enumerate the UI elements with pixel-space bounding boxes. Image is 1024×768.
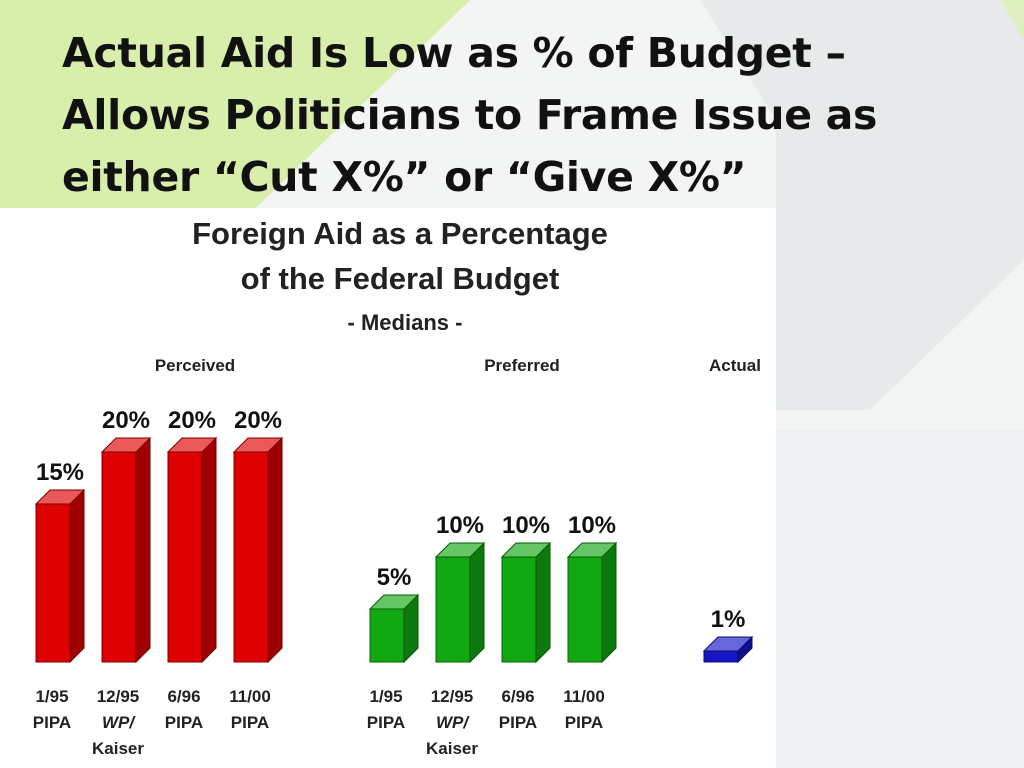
bar-category-label: PIPA: [165, 713, 203, 732]
chart-subtitle: - Medians -: [348, 310, 463, 335]
bar: 10% 6/96 PIPA: [499, 512, 550, 732]
bar-category-label: 11/00: [229, 687, 271, 706]
chart-title-line: Foreign Aid as a Percentage: [192, 216, 608, 251]
bar-group-actual: Actual 1%: [704, 356, 761, 662]
bar-category-label: 6/96: [167, 687, 200, 706]
bar-category-label: 1/95: [369, 687, 402, 706]
chart-groups: Perceived15%1/95PIPA20%12/95WP/Kaiser20%…: [33, 356, 761, 758]
bar-group-perceived: Perceived15%1/95PIPA20%12/95WP/Kaiser20%…: [33, 356, 282, 758]
bar-category-label: 6/96: [501, 687, 534, 706]
bar-front: [102, 452, 136, 662]
bar-value-label: 20%: [102, 407, 150, 434]
bar-category-label: 12/95: [431, 687, 474, 706]
bar-category-label: PIPA: [565, 713, 603, 732]
bar: 15% 1/95 PIPA: [33, 459, 84, 732]
bar-group-preferred: Preferred 5% 1/95 PIPA 10% 12/95 WP/Kaiser 10% 6…: [367, 356, 616, 758]
chart-title-line: of the Federal Budget: [241, 261, 560, 296]
bar-category-label: PIPA: [367, 713, 405, 732]
bar-front: [168, 452, 202, 662]
slide-title-line: Allows Politicians to Frame Issue as: [62, 84, 962, 146]
bar: 10% 11/00 PIPA: [563, 512, 616, 732]
bar-category-label: PIPA: [33, 713, 71, 732]
bar: 20% 12/95 WP/Kaiser: [92, 407, 150, 758]
slide-title-line: either “Cut X%” or “Give X%”: [62, 146, 962, 208]
bar: 20% 6/96 PIPA: [165, 407, 216, 732]
bar-category-label: WP/: [102, 713, 136, 732]
bar: 1%: [704, 606, 752, 662]
group-label: Actual: [709, 356, 761, 375]
bar-category-label: PIPA: [499, 713, 537, 732]
bar-front: [370, 609, 404, 662]
bar-value-label: 20%: [168, 407, 216, 434]
bar-value-label: 1%: [711, 606, 746, 633]
bar-side: [70, 490, 84, 662]
chart-panel: Foreign Aid as a Percentage of the Feder…: [0, 208, 776, 768]
bar-side: [268, 438, 282, 662]
bar-category-label: 12/95: [97, 687, 140, 706]
bar-front: [436, 557, 470, 662]
bar-value-label: 10%: [436, 512, 484, 539]
bar-category-label: PIPA: [231, 713, 269, 732]
bar-chart: Foreign Aid as a Percentage of the Feder…: [0, 208, 776, 768]
bar-category-label: Kaiser: [92, 739, 144, 758]
group-label: Perceived: [155, 356, 235, 375]
bar-side: [602, 543, 616, 662]
slide-title: Actual Aid Is Low as % of Budget – Allow…: [62, 22, 962, 208]
bar-category-label: Kaiser: [426, 739, 478, 758]
bar-value-label: 10%: [568, 512, 616, 539]
bar-value-label: 5%: [377, 564, 412, 591]
bar-front: [234, 452, 268, 662]
bar-front: [568, 557, 602, 662]
bar-value-label: 10%: [502, 512, 550, 539]
slide-title-line: Actual Aid Is Low as % of Budget –: [62, 22, 962, 84]
bar: 5% 1/95 PIPA: [367, 564, 418, 732]
bar-category-label: 1/95: [35, 687, 68, 706]
group-label: Preferred: [484, 356, 560, 375]
bar-side: [470, 543, 484, 662]
bar-side: [202, 438, 216, 662]
bar-side: [536, 543, 550, 662]
bar-value-label: 20%: [234, 407, 282, 434]
bar-side: [136, 438, 150, 662]
bar-category-label: WP/: [436, 713, 470, 732]
bar-value-label: 15%: [36, 459, 84, 486]
bar-front: [36, 504, 70, 662]
bar-category-label: 11/00: [563, 687, 605, 706]
background-light-shape: [776, 430, 1024, 768]
bar: 20% 11/00 PIPA: [229, 407, 282, 732]
bar: 10% 12/95 WP/Kaiser: [426, 512, 484, 758]
bar-front: [502, 557, 536, 662]
bar-front: [704, 651, 738, 662]
